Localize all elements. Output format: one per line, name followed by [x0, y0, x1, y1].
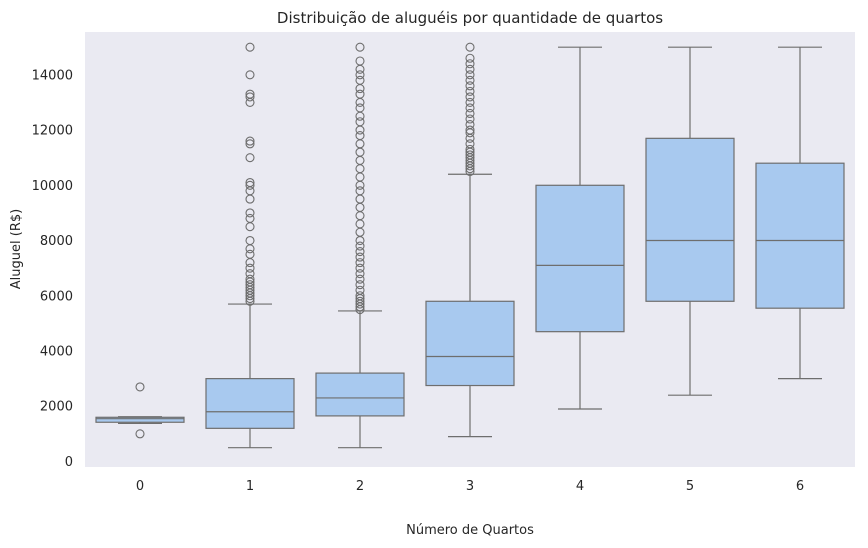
outlier-point — [355, 103, 365, 113]
outlier-point — [465, 108, 475, 119]
outlier-point — [465, 119, 475, 130]
outlier-point — [135, 382, 145, 392]
x-tick-label: 2 — [356, 479, 364, 494]
box-iqr — [535, 184, 625, 333]
outlier-point — [465, 97, 475, 107]
box-group — [535, 46, 625, 410]
y-tick-label: 12000 — [32, 124, 73, 139]
outlier-point — [355, 274, 365, 284]
outlier-point — [465, 92, 475, 102]
outlier-point — [355, 291, 365, 301]
y-tick-label: 10000 — [32, 179, 73, 194]
outlier-point — [465, 75, 475, 85]
outlier-point — [355, 42, 365, 52]
x-tick-label: 1 — [246, 479, 254, 494]
outlier-point — [245, 42, 255, 52]
outlier-point — [135, 429, 145, 439]
outlier-point — [245, 180, 255, 190]
outlier-point — [355, 258, 365, 268]
y-tick-label: 6000 — [40, 289, 73, 304]
outlier-point — [245, 208, 255, 218]
box-group — [755, 46, 845, 380]
box-iqr — [755, 162, 845, 309]
outlier-point — [355, 70, 365, 80]
outlier-point — [245, 153, 255, 163]
box-iqr — [95, 416, 185, 423]
outlier-point — [355, 131, 365, 141]
box-iqr — [645, 137, 735, 302]
outlier-point — [465, 42, 475, 52]
outlier-point — [355, 252, 365, 262]
outlier-point — [465, 139, 475, 149]
outlier-point — [245, 89, 255, 99]
y-tick-label: 2000 — [40, 400, 73, 415]
outlier-point — [355, 75, 365, 85]
outlier-point — [245, 177, 255, 188]
x-tick-label: 4 — [576, 479, 584, 494]
outlier-point — [355, 280, 365, 290]
outlier-point — [245, 280, 255, 290]
outlier-point — [245, 92, 255, 102]
x-tick-label: 5 — [686, 479, 694, 494]
outlier-point — [465, 86, 475, 96]
x-axis-ticks: 0 1 2 3 4 5 6 — [136, 479, 804, 494]
outlier-point — [465, 59, 475, 69]
boxes-layer — [95, 42, 845, 449]
outlier-point — [245, 136, 255, 146]
box-iqr — [315, 372, 405, 417]
outlier-point — [355, 89, 365, 99]
y-tick-label: 0 — [65, 455, 73, 470]
box-iqr — [205, 378, 295, 429]
y-axis-ticks: 0 2000 4000 6000 8000 10000 12000 14000 — [32, 68, 73, 470]
outlier-point — [245, 274, 255, 284]
x-tick-label: 3 — [466, 479, 474, 494]
outlier-point — [465, 64, 475, 74]
x-tick-label: 6 — [796, 479, 804, 494]
outlier-point — [245, 263, 255, 273]
chart-title: Distribuição de aluguéis por quantidade … — [277, 9, 663, 27]
y-tick-label: 8000 — [40, 234, 73, 249]
outlier-point — [355, 186, 365, 196]
outlier-point — [465, 125, 475, 135]
y-axis-label: Aluguel (R$) — [9, 209, 24, 289]
outlier-point — [465, 150, 475, 160]
outlier-point — [465, 53, 475, 63]
outlier-point — [465, 114, 475, 124]
box-iqr — [425, 300, 515, 387]
outlier-point — [355, 117, 365, 127]
outlier-point — [355, 285, 365, 295]
outlier-point — [355, 247, 365, 257]
outlier-point — [465, 70, 475, 80]
outlier-point — [465, 103, 475, 113]
box-group — [645, 46, 735, 396]
outlier-point — [245, 70, 255, 80]
outlier-point — [245, 269, 255, 279]
outlier-point — [355, 263, 365, 273]
outlier-point — [355, 241, 365, 251]
x-tick-label: 0 — [136, 479, 144, 494]
outlier-point — [355, 296, 365, 306]
y-tick-label: 14000 — [32, 68, 73, 83]
outlier-point — [465, 81, 475, 91]
y-tick-label: 4000 — [40, 345, 73, 360]
outlier-point — [245, 139, 255, 149]
outlier-point — [245, 235, 255, 246]
box-group — [425, 42, 515, 438]
outlier-point — [355, 56, 365, 66]
outlier-point — [245, 213, 255, 223]
outlier-point — [245, 249, 255, 259]
box-group — [205, 42, 295, 449]
box-group — [95, 382, 185, 439]
x-axis-label: Número de Quartos — [406, 523, 534, 538]
box-group — [315, 42, 405, 449]
outlier-point — [355, 269, 365, 279]
outlier-point — [465, 144, 475, 154]
